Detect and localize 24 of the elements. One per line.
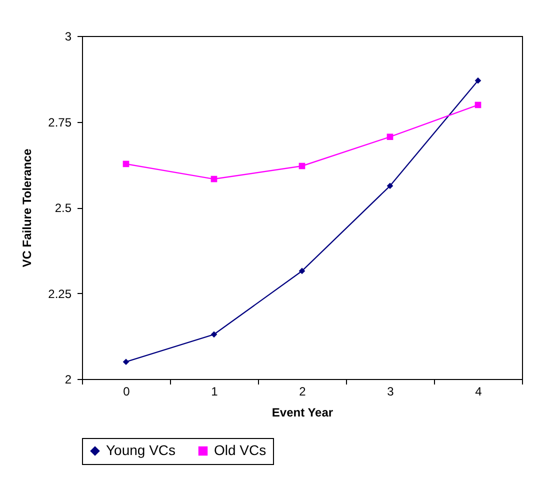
y-tick-label: 2.25	[48, 286, 72, 301]
point	[474, 77, 482, 84]
x-tick-label: 2	[299, 384, 306, 398]
y-tick-label: 2	[64, 372, 72, 386]
point	[386, 182, 394, 190]
point	[122, 358, 130, 366]
point	[474, 102, 482, 108]
point	[298, 268, 306, 274]
x-tick-label: 1	[211, 384, 218, 398]
point	[122, 160, 130, 168]
point	[386, 134, 394, 140]
y-tick-label: 2.5	[54, 201, 72, 215]
x-tick-label: 4	[475, 384, 482, 398]
point	[210, 331, 218, 338]
y-tick-label: 2.75	[48, 115, 72, 130]
legend-label: Old VCs	[214, 442, 266, 458]
legend-label: Young VCs	[106, 442, 176, 458]
point	[298, 162, 306, 170]
x-tick-label: 0	[123, 384, 130, 398]
y-axis-title: VC Failure Tolerance	[20, 148, 34, 268]
y-tick-label: 3	[64, 30, 72, 44]
x-tick-label: 3	[387, 384, 394, 398]
x-axis-title: Event Year	[272, 406, 334, 420]
point	[210, 176, 218, 182]
